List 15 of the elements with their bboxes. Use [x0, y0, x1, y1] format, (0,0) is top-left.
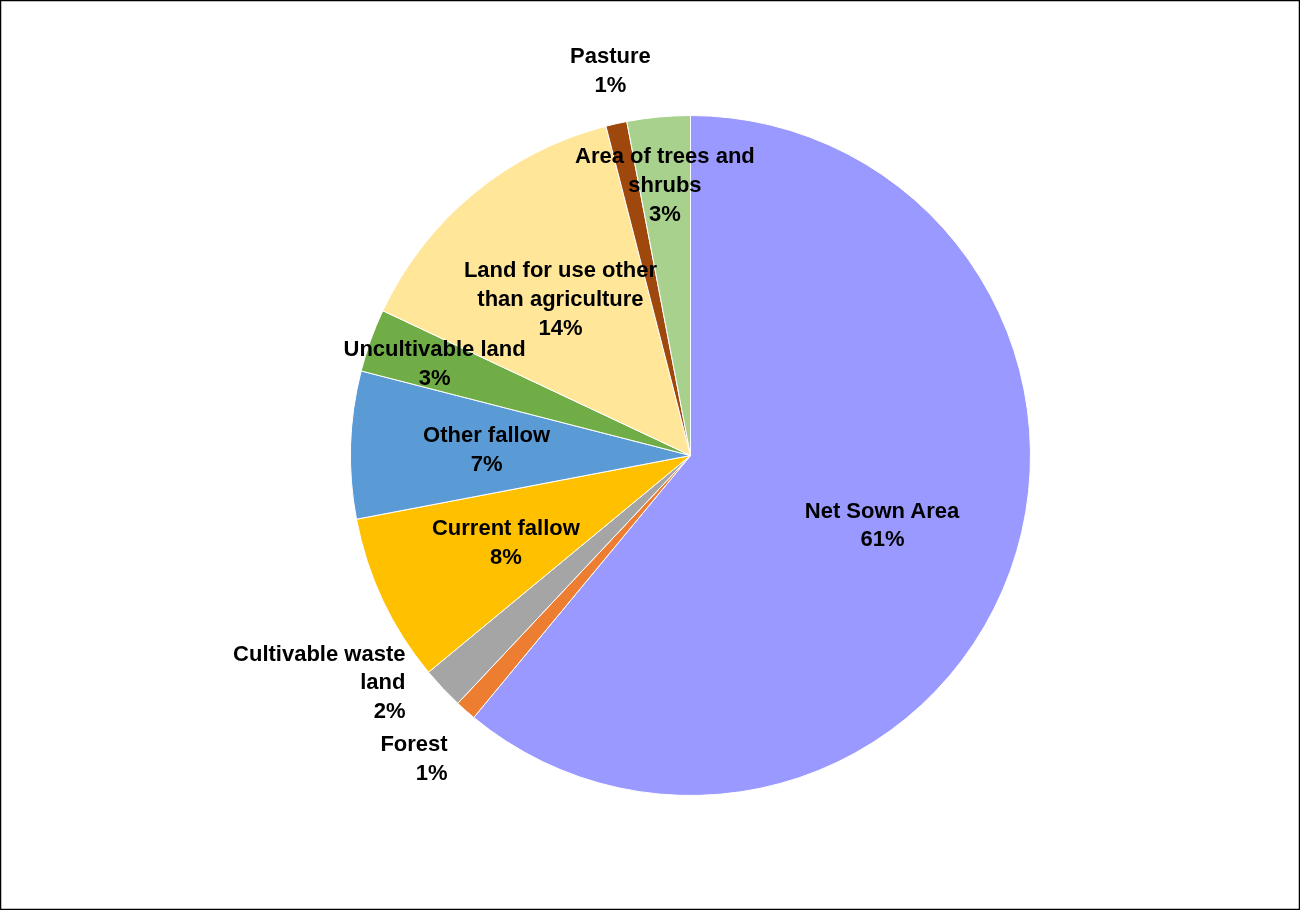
- data-label: 1%: [415, 759, 448, 785]
- slice-label: Current fallow: [431, 515, 581, 541]
- data-label: 3%: [418, 365, 451, 391]
- slice-label: Net Sown Area: [804, 497, 961, 523]
- data-label: 8%: [490, 544, 522, 570]
- slice-label: Pasture: [570, 43, 651, 69]
- slice-label: Cultivable waste land: [233, 640, 406, 695]
- data-label: 61%: [860, 526, 905, 552]
- data-label: 3%: [649, 200, 681, 226]
- data-label: 7%: [470, 450, 503, 476]
- data-label: 2%: [373, 698, 406, 724]
- slice-label: Forest: [380, 730, 449, 756]
- data-label: 1%: [594, 72, 627, 98]
- slice-label: Other fallow: [423, 422, 552, 448]
- data-label: 14%: [538, 314, 583, 340]
